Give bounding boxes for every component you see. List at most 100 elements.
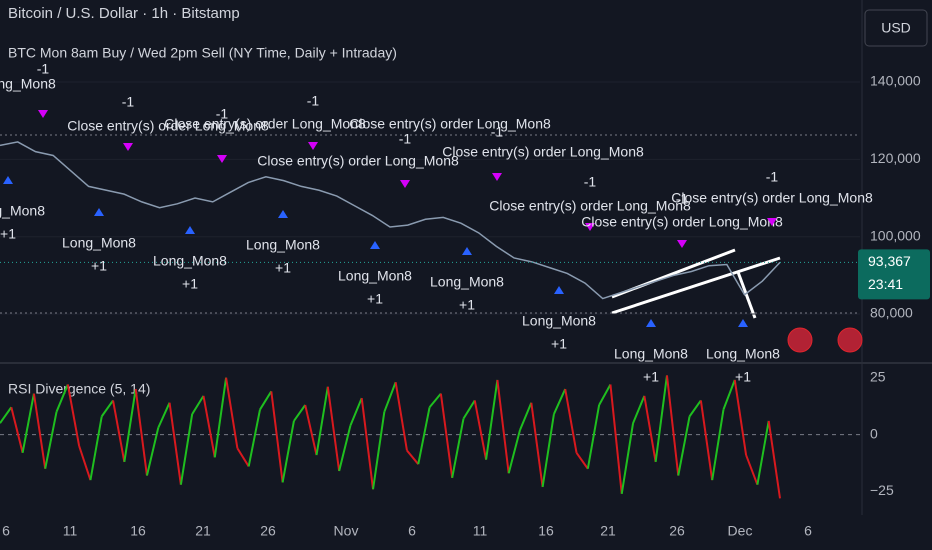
rsi-segment <box>0 406 13 424</box>
countdown: 23:41 <box>868 276 903 292</box>
long-order-label: Long_Mon8 <box>0 203 45 219</box>
rsi-segment <box>100 399 114 417</box>
rsi-segment <box>586 404 601 469</box>
buy-marker <box>462 247 472 255</box>
buy-marker <box>278 210 288 218</box>
rsi-segment <box>394 382 408 451</box>
x-tick-label: 26 <box>260 523 276 539</box>
x-tick-label: 6 <box>804 523 812 539</box>
close-order-label: Close entry(s) order Long_Mon8 <box>349 116 551 132</box>
rsi-segment <box>485 379 499 460</box>
sell-marker <box>38 110 48 118</box>
strategy-title: BTC Mon 8am Buy / Wed 2pm Sell (NY Time,… <box>8 45 397 61</box>
rsi-segment <box>428 392 442 408</box>
close-order-qty: -1 <box>307 93 320 109</box>
long-order-label: Long_Mon8 <box>614 346 688 362</box>
x-tick-label: 21 <box>600 523 616 539</box>
rsi-segment <box>349 397 363 426</box>
rsi-segment <box>756 420 770 485</box>
sell-marker <box>585 223 595 231</box>
rsi-segment <box>688 399 702 417</box>
x-tick-label: 16 <box>130 523 146 539</box>
rsi-segment <box>677 416 691 476</box>
close-order-label: Close entry(s) order Long_Mon8 <box>581 214 783 230</box>
price-tick-label: 80,000 <box>870 305 913 321</box>
rsi-tick-label: 0 <box>870 425 878 441</box>
price-tick-label: 120,000 <box>870 150 921 166</box>
sell-marker <box>492 173 502 181</box>
rsi-segment <box>66 384 81 447</box>
close-order-qty: -1 <box>676 191 689 207</box>
rsi-segment <box>575 452 589 470</box>
long-order-label: Long_Mon8 <box>706 346 780 362</box>
long-order-qty: +1 <box>182 276 198 292</box>
rsi-segment <box>213 377 228 458</box>
close-order-label: Close entry(s) order Long_Mon8 <box>442 144 644 160</box>
rsi-segment <box>191 395 205 415</box>
currency[interactable]: USD <box>881 20 911 36</box>
price-tick-label: 100,000 <box>870 227 921 243</box>
long-order-label: Long_Mon8 <box>246 237 320 253</box>
rsi-segment <box>462 399 476 420</box>
buy-marker <box>646 319 656 327</box>
rsi-tick-label: 25 <box>870 368 886 384</box>
trend-line <box>736 271 757 319</box>
rsi-segment <box>632 395 646 424</box>
rsi-segment <box>112 400 126 463</box>
event-flag[interactable] <box>837 327 863 353</box>
rsi-segment <box>383 381 397 413</box>
rsi-segment <box>145 427 160 476</box>
buy-marker <box>185 226 195 234</box>
close-order-qty: -1 <box>491 124 504 140</box>
rsi-segment <box>293 404 307 422</box>
x-tick-label: 11 <box>473 523 488 539</box>
buy-marker <box>738 319 748 327</box>
price-line <box>0 141 781 300</box>
rsi-segment <box>654 375 668 463</box>
long-order-qty: +1 <box>643 369 659 385</box>
long-order-qty: +1 <box>275 260 291 276</box>
rsi-segment <box>32 393 47 469</box>
symbol-title: Bitcoin / U.S. Dollar · 1h · Bitstamp <box>8 5 240 22</box>
currency-button[interactable] <box>864 9 928 47</box>
rsi-segment <box>745 454 759 486</box>
rsi-segment <box>451 418 465 479</box>
close-order-qty: -1 <box>584 174 597 190</box>
long-order-label: Long_Mon8 <box>153 253 227 269</box>
rsi-segment <box>55 384 69 413</box>
buy-marker <box>370 241 380 249</box>
rsi-segment <box>711 409 725 481</box>
rsi-segment <box>541 413 555 488</box>
close-order-label: Close entry(s) order Long_Mon8 <box>67 118 269 134</box>
rsi-segment <box>157 402 171 429</box>
rsi-segment <box>202 395 216 458</box>
rsi-segment <box>620 423 635 494</box>
rsi-segment <box>281 420 295 483</box>
rsi-segment <box>179 413 194 485</box>
x-tick-label: Dec <box>728 523 753 539</box>
event-flag[interactable] <box>787 327 813 353</box>
rsi-segment <box>236 447 250 467</box>
rsi-segment <box>439 393 454 478</box>
long-order-qty: +1 <box>91 258 107 274</box>
rsi-segment <box>406 449 420 465</box>
long-order-qty: +1 <box>459 297 475 313</box>
close-order-qty: -1 <box>122 94 135 110</box>
close-order-label: Close entry(s) order Long_Mon8 <box>257 153 459 169</box>
long-order-label: Long_Mon8 <box>62 235 136 251</box>
close-order-qty: -1 <box>37 61 50 77</box>
close-order-qty: -1 <box>216 106 229 122</box>
sell-marker <box>767 218 777 226</box>
long-order-label: Long_Mon8 <box>430 274 504 290</box>
close-order-qty: -1 <box>766 169 779 185</box>
long-order-label: Long_Mon8 <box>522 313 596 329</box>
x-tick-label: 21 <box>195 523 211 539</box>
rsi-segment <box>338 425 352 472</box>
sell-marker <box>677 240 687 248</box>
close-order-label: Close entry(s) order Long_Mon8 <box>0 76 56 92</box>
sell-marker <box>217 155 227 163</box>
rsi-segment <box>304 404 318 456</box>
rsi-segment <box>417 407 431 465</box>
buy-marker <box>554 286 564 294</box>
